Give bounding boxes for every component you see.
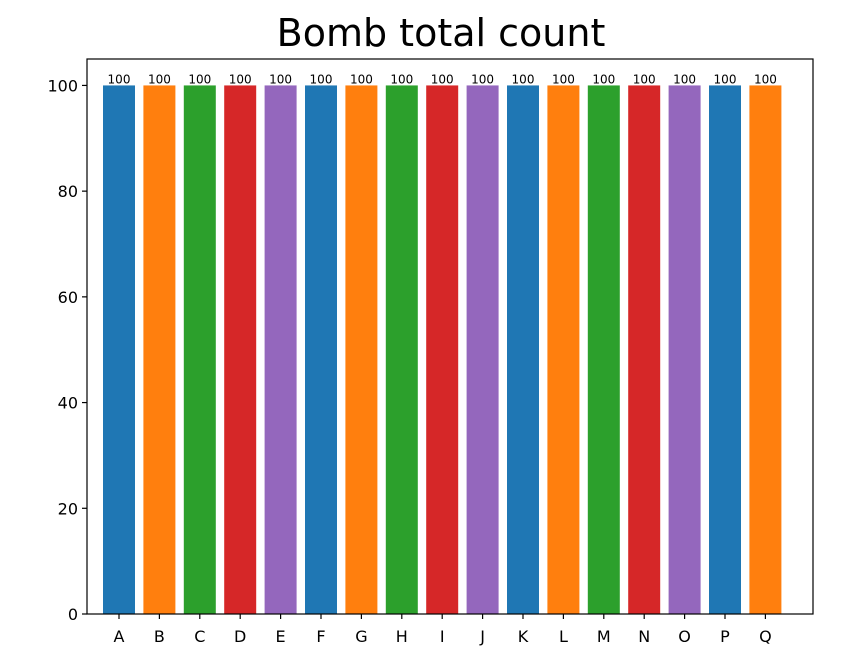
y-tick-label: 40 bbox=[58, 394, 78, 413]
x-tick-label: N bbox=[638, 627, 650, 646]
x-tick-label: O bbox=[678, 627, 691, 646]
bar-e bbox=[264, 85, 297, 615]
x-tick-label: L bbox=[559, 627, 568, 646]
bar-value-label: 100 bbox=[310, 72, 333, 86]
bar-o bbox=[668, 85, 701, 615]
bar-value-label: 100 bbox=[512, 72, 535, 86]
bar-value-label: 100 bbox=[350, 72, 373, 86]
bar-q bbox=[749, 85, 782, 615]
x-tick-label: I bbox=[440, 627, 445, 646]
x-tick-label: E bbox=[276, 627, 286, 646]
x-tick-label: H bbox=[396, 627, 408, 646]
y-tick-label: 80 bbox=[58, 182, 78, 201]
axes-frame bbox=[86, 58, 814, 615]
bar-value-label: 100 bbox=[390, 72, 413, 86]
bar-value-label: 100 bbox=[673, 72, 696, 86]
bar-b bbox=[143, 85, 176, 615]
bar-i bbox=[426, 85, 459, 615]
x-tick-label: P bbox=[720, 627, 730, 646]
x-tick-label: K bbox=[518, 627, 529, 646]
x-tick-label: D bbox=[234, 627, 246, 646]
bar-h bbox=[385, 85, 418, 615]
x-tick-label: G bbox=[355, 627, 367, 646]
bar-k bbox=[507, 85, 539, 615]
bar-c bbox=[183, 85, 216, 615]
bar-value-label: 100 bbox=[148, 72, 171, 86]
y-tick-label: 60 bbox=[58, 288, 78, 307]
bar-p bbox=[709, 85, 741, 615]
bar-value-label: 100 bbox=[431, 72, 454, 86]
bar-g bbox=[345, 85, 378, 615]
y-tick-label: 20 bbox=[58, 499, 78, 518]
bar-d bbox=[224, 85, 257, 615]
y-tick-label: 0 bbox=[68, 605, 78, 624]
plot-area: 100 A 100 B 100 C 100 D 100 E 100 F 100 G 100 H 100 I 100 J… bbox=[47, 72, 782, 646]
x-tick-label: B bbox=[154, 627, 165, 646]
bar-n bbox=[628, 85, 661, 615]
bar-m bbox=[587, 85, 620, 615]
bar-value-label: 100 bbox=[229, 72, 252, 86]
y-tick-label: 100 bbox=[47, 76, 78, 95]
bar-a bbox=[103, 85, 135, 615]
bar-value-label: 100 bbox=[108, 72, 131, 86]
chart-title: Bomb total count bbox=[277, 11, 606, 55]
x-tick-label: A bbox=[114, 627, 125, 646]
bar-j bbox=[466, 85, 499, 615]
bar-f bbox=[305, 85, 337, 615]
bar-value-label: 100 bbox=[714, 72, 737, 86]
bar-value-label: 100 bbox=[633, 72, 656, 86]
bar-value-label: 100 bbox=[471, 72, 494, 86]
bar-l bbox=[547, 85, 580, 615]
x-tick-label: M bbox=[597, 627, 611, 646]
x-tick-label: J bbox=[479, 627, 485, 646]
bar-value-label: 100 bbox=[269, 72, 292, 86]
x-tick-label: Q bbox=[759, 627, 772, 646]
x-tick-label: F bbox=[316, 627, 325, 646]
bar-value-label: 100 bbox=[754, 72, 777, 86]
x-tick-label: C bbox=[194, 627, 205, 646]
bar-value-label: 100 bbox=[188, 72, 211, 86]
bar-value-label: 100 bbox=[592, 72, 615, 86]
bar-value-label: 100 bbox=[552, 72, 575, 86]
